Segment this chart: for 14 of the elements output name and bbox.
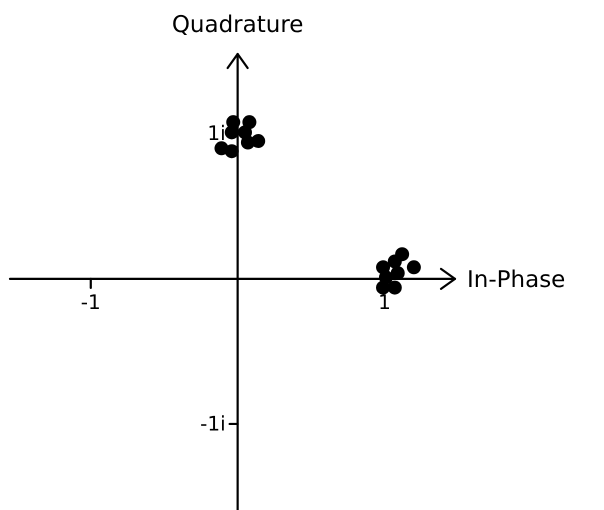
x-axis-title: In-Phase — [467, 266, 566, 293]
point — [388, 280, 402, 295]
point — [376, 280, 390, 295]
x-tick-label: 1 — [378, 290, 391, 314]
point — [240, 136, 255, 150]
point — [224, 125, 239, 140]
x-tick-label: -1 — [80, 290, 101, 314]
point — [388, 254, 402, 268]
point — [224, 144, 239, 158]
point — [406, 260, 421, 274]
point — [390, 266, 405, 280]
y-tick-label: 1i — [207, 121, 226, 146]
y-tick-label: -1i — [200, 411, 226, 436]
y-axis-title: Quadrature — [172, 12, 304, 38]
